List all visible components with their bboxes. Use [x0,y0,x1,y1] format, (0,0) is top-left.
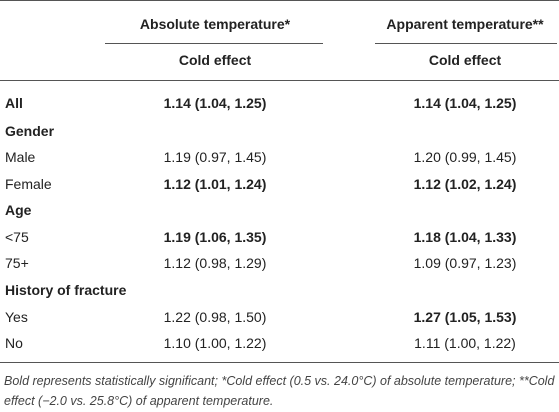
cell: 1.10 (1.00, 1.22) [163,335,267,351]
cell: 1.11 (1.00, 1.22) [414,335,516,351]
cell: 1.09 (0.97, 1.23) [413,255,517,271]
cell: 1.19 (0.97, 1.45) [163,149,267,165]
row-label: Age [5,202,32,218]
row-label: 75+ [5,255,29,271]
rule [0,362,559,363]
cell: 1.19 (1.06, 1.35) [163,229,267,245]
cell: 1.22 (0.98, 1.50) [163,309,267,325]
row-label: <75 [5,229,29,245]
cell: 1.20 (0.99, 1.45) [413,149,517,165]
column-subheader: Cold effect [178,52,252,68]
cell: 1.27 (1.05, 1.53) [413,309,517,325]
cell: 1.14 (1.04, 1.25) [413,95,517,111]
footnote: Bold represents statistically significan… [4,374,555,408]
rule [0,0,559,1]
column-header: Apparent temperature** [386,16,544,32]
rule [375,43,557,44]
row-label: All [5,95,23,111]
rule [0,80,559,81]
row-label: Gender [5,123,55,139]
rule [105,43,323,44]
row-label: History of fracture [5,282,127,298]
cell: 1.12 (1.02, 1.24) [413,176,517,192]
cell: 1.12 (1.01, 1.24) [163,176,267,192]
row-label: No [5,335,23,351]
column-header: Absolute temperature* [139,16,291,32]
cell: 1.14 (1.04, 1.25) [163,95,267,111]
cell: 1.12 (0.98, 1.29) [163,255,267,271]
row-label: Male [5,149,36,165]
column-subheader: Cold effect [428,52,502,68]
row-label: Yes [5,309,28,325]
row-label: Female [5,176,52,192]
cell: 1.18 (1.04, 1.33) [413,229,517,245]
